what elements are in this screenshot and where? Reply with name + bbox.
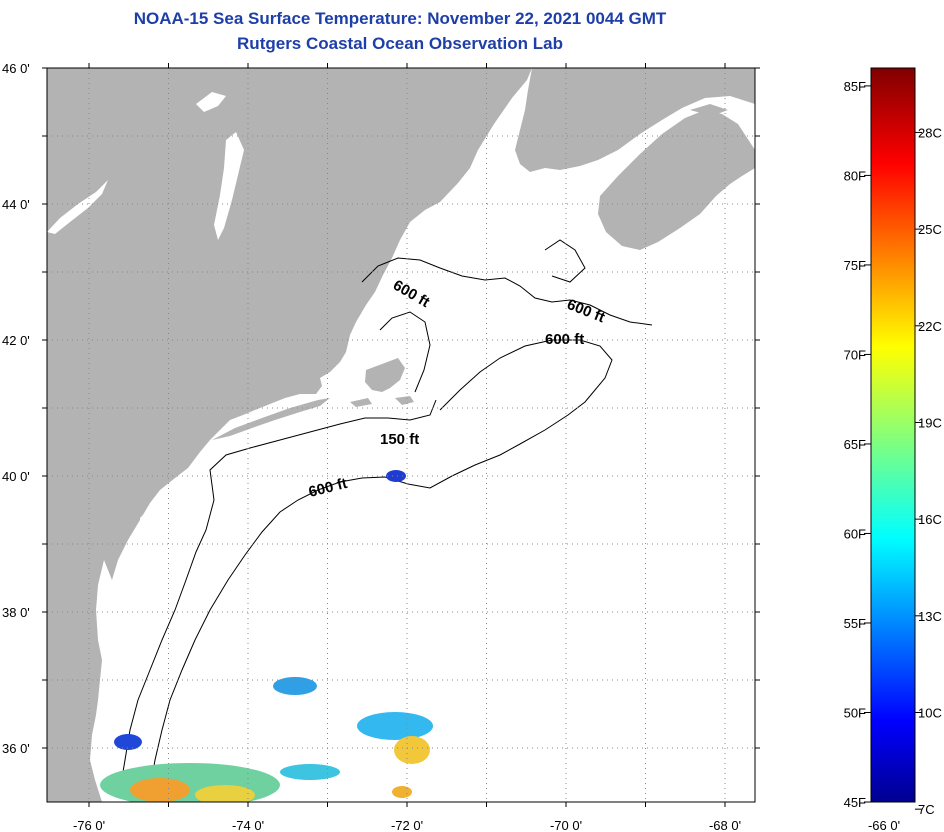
colorbar-c-label: 13C [918,609,942,624]
colorbar-c-label: 7C [918,802,935,817]
land-us-mainland [47,68,532,802]
contour-label-600ft-georges: 600 ft [545,331,584,348]
colorbar-f-label: 70F [844,347,866,362]
colorbar-f-label: 85F [844,79,866,94]
sst-patch-offshore-i [392,786,412,798]
longitude-label: -74 0' [232,818,264,832]
sst-patch-offshore-d [114,734,142,750]
latitude-label: 44 0' [2,197,30,212]
plot-frame [46,67,756,803]
sst-patch-offshore-c [394,736,430,764]
colorbar-f-label: 55F [844,616,866,631]
sst-patch-offshore-h [280,764,340,780]
land-marthas-vineyard [350,398,372,407]
contour-600ft-shelf [149,395,591,791]
chesapeake-bay [96,560,122,720]
colorbar-f-label: 75F [844,258,866,273]
colorbar-c-label: 16C [918,512,942,527]
colorbar-f-label: 60F [844,526,866,541]
delaware-bay [140,506,162,552]
colorbar-c-label: 10C [918,705,942,720]
longitude-label: -70 0' [550,818,582,832]
colorbar-f-label: 65F [844,437,866,452]
longitude-axis: -76 0'-74 0'-72 0'-70 0'-68 0'-66 0'-64 … [73,818,900,832]
land-pei [690,104,728,116]
lake-champlain [214,132,244,240]
colorbar-celsius-labels: 28C 25C 22C 19C 16C 13C 10C 7C [915,125,942,817]
sst-patch-cold-slope [386,470,406,482]
colorbar: 85F 80F 75F 70F 65F 60F 55F 50F 45F 28C 25C 22C 19C… [844,67,942,817]
land-long-island [212,398,330,440]
contour-label-150ft: 150 ft [380,431,419,448]
contour-gulf-inner [379,311,431,393]
colorbar-c-label: 19C [918,415,942,430]
latitude-label: 40 0' [2,469,30,484]
latitude-label: 36 0' [2,741,30,756]
longitude-label: -66 0' [868,818,900,832]
land-nova-scotia [598,110,755,250]
sst-patch-offshore-e [100,763,280,802]
latitude-axis: 46 0' 44 0' 42 0' 40 0' 38 0' 36 0' [2,61,30,756]
land-canada [515,68,755,172]
contour-bay-of-fundy [544,239,586,283]
longitude-label: -76 0' [73,818,105,832]
sst-patch-offshore-f [130,778,190,802]
colorbar-fahrenheit-labels: 85F 80F 75F 70F 65F 60F 55F 50F 45F [844,79,871,810]
colorbar-c-label: 22C [918,319,942,334]
colorbar-f-label: 80F [844,168,866,183]
colorbar-f-label: 50F [844,705,866,720]
contour-150ft-shelf [119,399,437,791]
land-layer [47,68,755,802]
map-title: NOAA-15 Sea Surface Temperature: Novembe… [133,9,667,28]
longitude-label: -72 0' [391,818,423,832]
axis-ticks [42,63,760,807]
longitude-label: -68 0' [709,818,741,832]
colorbar-f-label: 45F [844,795,866,810]
sst-patch-offshore-a [273,677,317,695]
sst-patch-offshore-b [357,712,433,740]
map-subtitle: Rutgers Coastal Ocean Observation Lab [237,34,563,53]
colorbar-c-label: 28C [918,125,942,140]
latitude-label: 46 0' [2,61,30,76]
lake-ontario [47,180,108,234]
colorbar-c-label: 25C [918,222,942,237]
sst-patches [100,470,433,802]
land-nantucket [395,396,414,405]
land-cape-cod [365,358,405,392]
sst-patch-offshore-g [195,785,255,802]
latitude-label: 42 0' [2,333,30,348]
latitude-label: 38 0' [2,605,30,620]
colorbar-gradient [870,67,916,803]
contour-600ft-gulf-maine [361,257,653,326]
lake-moosehead [196,92,226,112]
